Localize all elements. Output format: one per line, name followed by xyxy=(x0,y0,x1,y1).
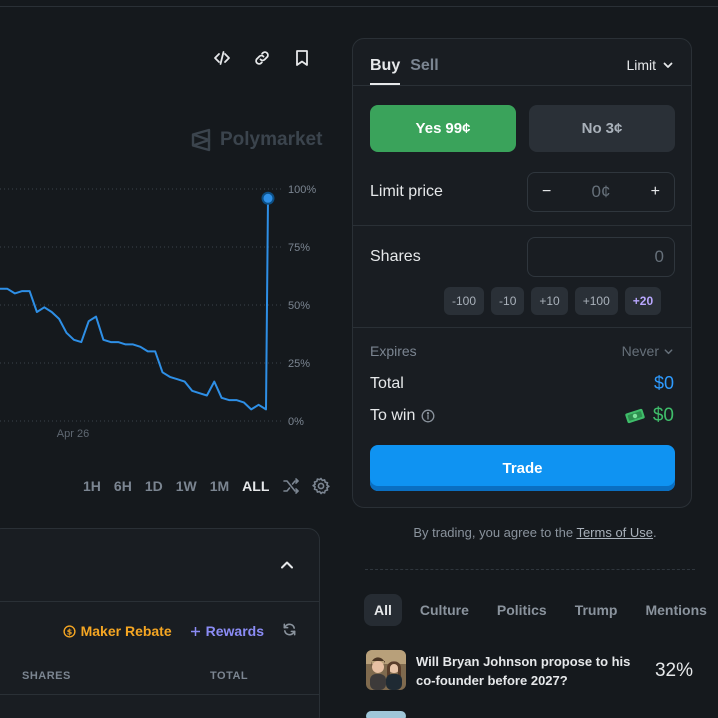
to-win-value-group: $0 xyxy=(625,405,674,427)
expires-value: Never xyxy=(621,343,659,359)
chevron-down-icon xyxy=(663,62,673,68)
tab-mentions[interactable]: Mentions xyxy=(645,602,707,618)
money-icon xyxy=(625,408,645,424)
y-tick-label: 100% xyxy=(288,184,316,196)
rewards-tag[interactable]: Rewards xyxy=(190,623,264,639)
range-all[interactable]: ALL xyxy=(242,478,270,494)
to-win-label: To win xyxy=(370,407,416,424)
order-type-label: Limit xyxy=(626,57,656,73)
yes-label: Yes xyxy=(415,120,442,137)
tab-all[interactable]: All xyxy=(364,594,402,626)
section-divider xyxy=(353,327,691,328)
yes-outcome-button[interactable]: Yes 99¢ xyxy=(370,105,516,152)
quick-plus-20-button[interactable]: +20 xyxy=(624,287,662,315)
chevron-up-icon[interactable] xyxy=(279,557,295,578)
market-question[interactable]: Will Bryan Johnson propose to his co-fou… xyxy=(416,654,631,688)
refresh-icon[interactable] xyxy=(282,622,297,640)
order-book-divider xyxy=(0,601,319,602)
to-win-row-label: To win xyxy=(370,407,435,425)
info-icon[interactable] xyxy=(421,409,435,423)
range-1h[interactable]: 1H xyxy=(83,478,101,494)
quick-share-buttons: -100 -10 +10 +100 +20 xyxy=(444,287,662,315)
buy-sell-tabs: Buy Sell xyxy=(370,57,439,85)
tab-politics[interactable]: Politics xyxy=(496,602,547,618)
top-divider xyxy=(0,6,718,7)
limit-price-label: Limit price xyxy=(370,183,443,200)
trade-header-divider xyxy=(353,85,691,86)
x-tick-label: Apr 26 xyxy=(57,428,89,440)
tab-buy[interactable]: Buy xyxy=(370,57,401,85)
no-outcome-button[interactable]: No 3¢ xyxy=(529,105,675,152)
dashed-divider xyxy=(365,569,695,570)
trade-panel: Buy Sell Limit Yes 99¢ No 3¢ Limit price… xyxy=(352,38,692,508)
terms-of-use-link[interactable]: Terms of Use xyxy=(576,525,654,540)
total-column-header: TOTAL xyxy=(210,670,249,682)
no-price: 3¢ xyxy=(605,120,623,137)
coin-icon: $ xyxy=(63,624,76,638)
polymarket-watermark: Polymarket xyxy=(190,128,322,152)
order-book-panel: $ Maker Rebate Rewards SHARES TOTAL xyxy=(0,528,320,718)
terms-notice: By trading, you agree to the Terms of Us… xyxy=(352,525,718,540)
y-tick-label: 25% xyxy=(288,358,310,370)
range-6h[interactable]: 6H xyxy=(113,478,132,494)
series-line xyxy=(0,198,269,411)
order-type-dropdown[interactable]: Limit xyxy=(626,57,674,73)
shares-label: Shares xyxy=(370,248,421,265)
section-divider xyxy=(353,225,691,226)
shares-column-header: SHARES xyxy=(22,670,71,682)
tab-culture[interactable]: Culture xyxy=(419,602,469,618)
total-label: Total xyxy=(370,375,404,392)
bookmark-icon[interactable] xyxy=(292,48,312,68)
order-book-header-divider xyxy=(0,694,319,695)
terms-prefix: By trading, you agree to the xyxy=(413,525,574,540)
y-tick-label: 0% xyxy=(288,416,304,428)
last-point-marker xyxy=(261,191,275,205)
decrease-price-button[interactable]: − xyxy=(542,183,552,200)
no-label: No xyxy=(581,120,602,137)
embed-code-icon[interactable] xyxy=(212,48,232,68)
order-book-tags: $ Maker Rebate Rewards xyxy=(63,622,297,640)
category-tabs: All Culture Politics Trump Mentions xyxy=(364,594,717,626)
market-thumbnail xyxy=(366,711,406,718)
increase-price-button[interactable]: + xyxy=(650,183,660,200)
market-list-item[interactable]: Will Bryan Johnson propose to his co-fou… xyxy=(366,650,696,692)
time-range-selector: 1H 6H 1D 1W 1M ALL xyxy=(83,477,342,495)
shuffle-icon[interactable] xyxy=(282,477,300,495)
plus-icon xyxy=(190,626,200,636)
terms-suffix: . xyxy=(653,525,657,540)
y-tick-label: 75% xyxy=(288,242,310,254)
expires-dropdown[interactable]: Never xyxy=(622,343,674,359)
limit-price-stepper: − 0¢ + xyxy=(527,172,675,212)
quick-minus-10-button[interactable]: -10 xyxy=(491,287,525,315)
expires-label: Expires xyxy=(370,343,417,359)
tab-sell[interactable]: Sell xyxy=(410,57,439,74)
rewards-label: Rewards xyxy=(205,623,264,639)
to-win-value: $0 xyxy=(652,405,674,426)
tab-trump[interactable]: Trump xyxy=(574,602,618,618)
maker-rebate-tag[interactable]: $ Maker Rebate xyxy=(63,623,172,639)
quick-plus-100-button[interactable]: +100 xyxy=(574,287,618,315)
range-1m[interactable]: 1M xyxy=(209,478,230,494)
link-icon[interactable] xyxy=(252,48,272,68)
watermark-text: Polymarket xyxy=(220,129,323,150)
shares-input[interactable]: 0 xyxy=(527,237,675,277)
chart-toolbar xyxy=(212,48,312,68)
svg-text:$: $ xyxy=(66,627,71,636)
chevron-down-icon xyxy=(664,348,673,354)
gear-icon[interactable] xyxy=(312,477,331,495)
maker-rebate-label: Maker Rebate xyxy=(80,623,172,639)
yes-price: 99¢ xyxy=(445,120,471,137)
y-tick-label: 50% xyxy=(288,300,310,312)
range-1d[interactable]: 1D xyxy=(144,478,163,494)
limit-price-value[interactable]: 0¢ xyxy=(591,182,611,201)
market-percent: 32% xyxy=(654,660,693,681)
quick-minus-100-button[interactable]: -100 xyxy=(444,287,485,315)
polymarket-logo-icon xyxy=(191,128,211,152)
price-chart: 100% 75% 50% 25% 0% Apr 26 xyxy=(0,184,316,440)
range-1w[interactable]: 1W xyxy=(175,478,197,494)
total-value: $0 xyxy=(653,373,674,393)
market-thumbnail xyxy=(366,650,406,690)
trade-button[interactable]: Trade xyxy=(370,445,675,491)
quick-plus-10-button[interactable]: +10 xyxy=(531,287,568,315)
